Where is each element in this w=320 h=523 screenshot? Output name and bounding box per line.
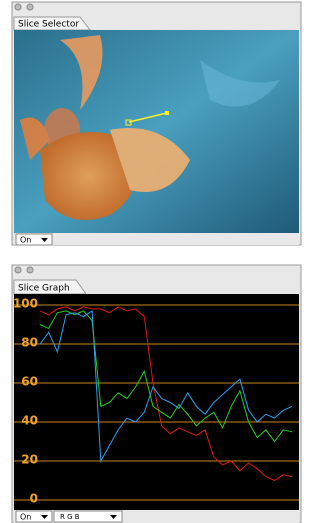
zoom-button[interactable] <box>27 4 33 10</box>
status-bar <box>14 233 299 245</box>
selector-panel: Slice Selector On <box>12 2 301 245</box>
graph-panel: Slice Graph 0 20 40 60 80 100 On R G B <box>12 265 301 523</box>
slice-handle[interactable] <box>165 111 169 115</box>
close-button[interactable] <box>15 4 21 10</box>
dropdown-label: On <box>20 513 31 522</box>
y-tick-label: 60 <box>21 375 38 389</box>
screen: Slice Selector On Slice Graph 0 20 40 60 80 1… <box>0 0 304 523</box>
zoom-button[interactable] <box>27 267 33 273</box>
y-tick-label: 100 <box>13 297 38 311</box>
y-tick-label: 80 <box>21 336 38 350</box>
y-tick-label: 40 <box>21 414 38 428</box>
close-button[interactable] <box>15 267 21 273</box>
dropdown-label: On <box>20 236 31 245</box>
y-tick-label: 20 <box>21 453 38 467</box>
tab-title: Slice Selector <box>18 20 79 30</box>
y-tick-label: 0 <box>30 492 38 506</box>
tab-title: Slice Graph <box>18 284 70 294</box>
channel-label: R G B <box>60 513 80 521</box>
